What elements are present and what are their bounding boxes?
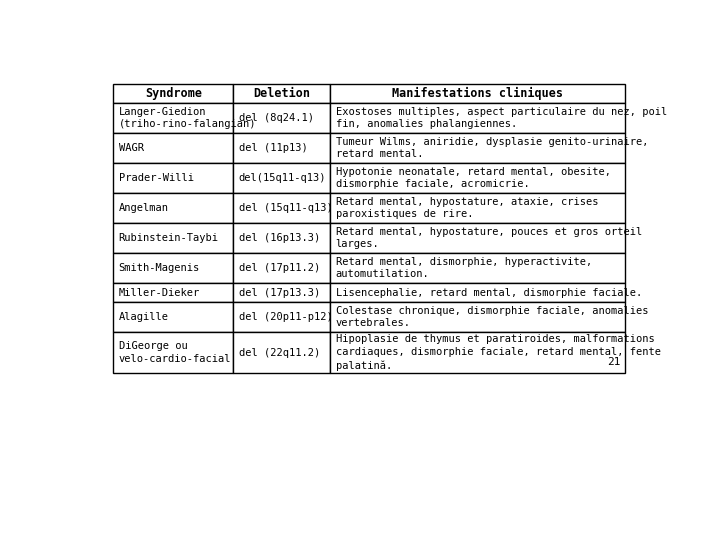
Bar: [113, 302, 233, 332]
Text: Exostoses multiples, aspect particulaire du nez, poil
fin, anomalies phalangienn: Exostoses multiples, aspect particulaire…: [336, 106, 667, 129]
Text: WAGR: WAGR: [119, 143, 144, 153]
Bar: [330, 253, 625, 283]
Bar: [330, 163, 625, 193]
Bar: [330, 283, 625, 302]
Bar: [113, 332, 233, 373]
Bar: [113, 193, 233, 223]
Text: del (11p13): del (11p13): [239, 143, 307, 153]
Bar: [330, 133, 625, 163]
Bar: [113, 133, 233, 163]
Bar: [233, 193, 330, 223]
Text: DiGeorge ou
velo-cardio-facial: DiGeorge ou velo-cardio-facial: [119, 341, 231, 364]
Text: Hipoplasie de thymus et paratiroides, malformations
cardiaques, dismorphie facia: Hipoplasie de thymus et paratiroides, ma…: [336, 334, 661, 371]
Text: del (16p13.3): del (16p13.3): [239, 233, 320, 243]
Bar: [233, 133, 330, 163]
Text: Prader-Willi: Prader-Willi: [119, 173, 194, 183]
Text: Hypotonie neonatale, retard mental, obesite,
dismorphie faciale, acromicrie.: Hypotonie neonatale, retard mental, obes…: [336, 166, 611, 190]
Bar: [233, 103, 330, 133]
Bar: [233, 163, 330, 193]
Bar: [233, 84, 330, 103]
Bar: [113, 163, 233, 193]
Bar: [233, 253, 330, 283]
Bar: [233, 223, 330, 253]
Bar: [233, 283, 330, 302]
Text: Colestase chronique, dismorphie faciale, anomalies
vertebrales.: Colestase chronique, dismorphie faciale,…: [336, 306, 648, 328]
Bar: [330, 193, 625, 223]
Text: Retard mental, dismorphie, hyperactivite,
automutilation.: Retard mental, dismorphie, hyperactivite…: [336, 256, 592, 280]
Bar: [233, 302, 330, 332]
Bar: [330, 103, 625, 133]
Text: del (20p11-p12): del (20p11-p12): [239, 312, 333, 322]
Text: Rubinstein-Taybi: Rubinstein-Taybi: [119, 233, 219, 243]
Bar: [113, 253, 233, 283]
Bar: [113, 223, 233, 253]
Bar: [113, 283, 233, 302]
Text: del (17p11.2): del (17p11.2): [239, 263, 320, 273]
Text: Alagille: Alagille: [119, 312, 168, 322]
Text: Lisencephalie, retard mental, dismorphie faciale.: Lisencephalie, retard mental, dismorphie…: [336, 287, 642, 298]
Text: del (22q11.2): del (22q11.2): [239, 348, 320, 357]
Bar: [113, 103, 233, 133]
Bar: [330, 223, 625, 253]
Bar: [233, 332, 330, 373]
Text: Smith-Magenis: Smith-Magenis: [119, 263, 200, 273]
Text: Tumeur Wilms, aniridie, dysplasie genito-urinaire,
retard mental.: Tumeur Wilms, aniridie, dysplasie genito…: [336, 137, 648, 159]
Text: Retard mental, hypostature, ataxie, crises
paroxistiques de rire.: Retard mental, hypostature, ataxie, cris…: [336, 197, 598, 219]
Text: Langer-Giedion
(triho-rino-falangian): Langer-Giedion (triho-rino-falangian): [119, 106, 256, 129]
Bar: [113, 84, 233, 103]
Text: del (17p13.3): del (17p13.3): [239, 287, 320, 298]
Bar: [330, 302, 625, 332]
Text: Miller-Dieker: Miller-Dieker: [119, 287, 200, 298]
Text: Angelman: Angelman: [119, 203, 168, 213]
Text: del(15q11-q13): del(15q11-q13): [239, 173, 326, 183]
Bar: [330, 332, 625, 373]
Text: Syndrome: Syndrome: [145, 87, 202, 100]
Text: Manifestations cliniques: Manifestations cliniques: [392, 87, 563, 100]
Text: 21: 21: [608, 357, 621, 367]
Text: del (8q24.1): del (8q24.1): [239, 113, 314, 123]
Text: Retard mental, hypostature, pouces et gros orteil
larges.: Retard mental, hypostature, pouces et gr…: [336, 227, 642, 249]
Bar: [330, 84, 625, 103]
Text: Deletion: Deletion: [253, 87, 310, 100]
Text: del (15q11-q13): del (15q11-q13): [239, 203, 333, 213]
